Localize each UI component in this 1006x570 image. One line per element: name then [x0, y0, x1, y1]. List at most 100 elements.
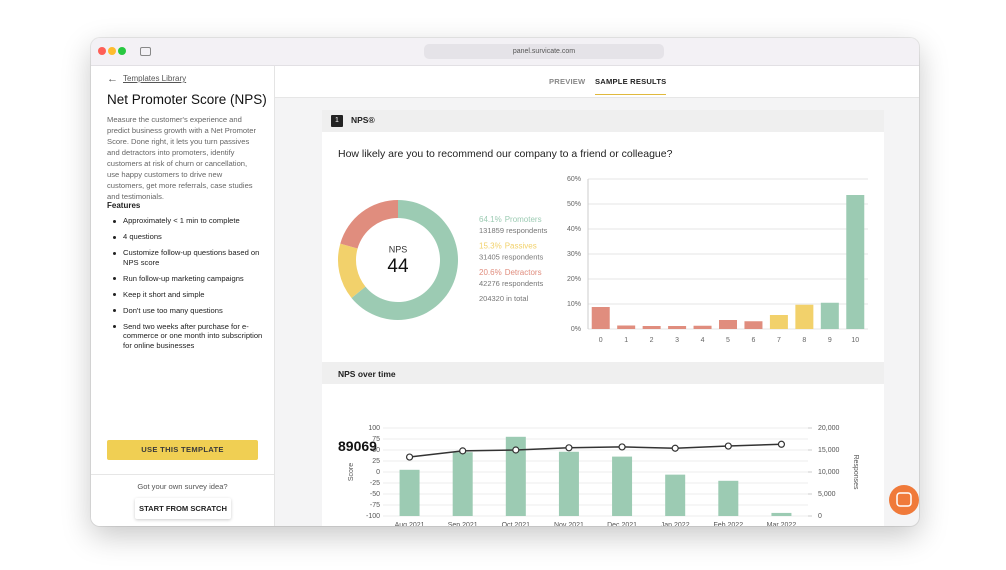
back-link[interactable]: Templates Library [123, 74, 187, 83]
bar [399, 469, 420, 516]
y-tick-label: 50 [372, 447, 380, 454]
bar [693, 325, 712, 329]
legend-entry: 20.6% Detractors [479, 268, 542, 277]
tab-bar: PREVIEW SAMPLE RESULTS [275, 66, 919, 98]
bar [558, 451, 579, 516]
x-tick-label: Oct 2021 [502, 522, 531, 526]
line-point [724, 442, 732, 450]
section-header: NPS over time [322, 362, 884, 384]
x-tick-label: 9 [828, 337, 832, 344]
line-point [777, 440, 786, 448]
tab-active[interactable]: SAMPLE RESULTS [595, 77, 667, 95]
legend-entry: 64.1% Promoters [479, 215, 542, 224]
features-list: Approximately < 1 min to complete 4 quest… [107, 216, 265, 357]
sidebar-toggle[interactable] [140, 47, 151, 56]
bar [665, 474, 686, 516]
legend-name: Passives [505, 242, 537, 251]
feature-item: Keep it short and simple [107, 290, 265, 300]
start-from-scratch-button[interactable]: START FROM SCRATCH [135, 498, 231, 519]
center-value: 44 [387, 256, 409, 277]
x-tick-label: Aug 2021 [395, 522, 425, 526]
y-tick-label: 25 [372, 458, 380, 465]
zoom-button[interactable] [118, 47, 126, 55]
x-tick-label: 10 [851, 337, 859, 344]
line [409, 443, 782, 458]
bar [617, 325, 636, 329]
value-label: 15.3% [479, 242, 502, 251]
question-number: 1 [331, 115, 343, 127]
tab[interactable]: PREVIEW [549, 77, 586, 86]
x-tick-label: 8 [802, 337, 806, 344]
y-tick-label: 20% [567, 276, 581, 283]
headline-number: 89069 [338, 438, 377, 454]
chat-icon [896, 492, 912, 507]
y-tick-label: 10% [567, 301, 581, 308]
bar [591, 307, 610, 329]
y-tick-label: -100 [366, 513, 380, 520]
question-header: 1 NPS® [322, 110, 884, 132]
x-tick-label: 2 [650, 337, 654, 344]
total: 204320 in total [479, 294, 529, 303]
donut-segment [340, 200, 398, 249]
bar [846, 195, 865, 329]
respondents: 42276 respondents [479, 279, 543, 288]
url: panel.survicate.com [512, 48, 576, 55]
respondents: 31405 respondents [479, 252, 543, 261]
x-tick-label: Feb 2022 [714, 522, 744, 526]
legend-name: Promoters [505, 215, 542, 224]
feature-item: Customize follow-up questions based on N… [107, 248, 265, 267]
y-tick-label: 75 [372, 436, 380, 443]
x-tick-label: Nov 2021 [554, 522, 584, 526]
bar [820, 302, 839, 329]
x-tick-label: Sep 2021 [448, 522, 478, 526]
legend-entry: 15.3% Passives [479, 242, 537, 251]
bar [612, 456, 633, 516]
bar [668, 326, 687, 329]
bar [771, 512, 792, 516]
y-tick-label: -50 [370, 491, 380, 498]
charts: NPS 44 64.1% Promoters 131859 respondents 15.… [338, 176, 919, 526]
features-heading: Features [107, 201, 141, 210]
x-tick-label: Jan 2022 [661, 522, 690, 526]
url-bar[interactable]: panel.survicate.com [424, 44, 664, 59]
y-tick-label: -25 [370, 480, 380, 487]
x-tick-label: 4 [701, 337, 705, 344]
bar [505, 436, 526, 516]
y2-tick-label: 0 [818, 513, 822, 520]
y2-tick-label: 20,000 [818, 425, 840, 432]
x-tick-label: 5 [726, 337, 730, 344]
x-tick-label: 6 [752, 337, 756, 344]
x-tick-label: 0 [599, 337, 603, 344]
bar [795, 304, 814, 329]
feature-item: 4 questions [107, 232, 265, 242]
y-tick-label: 100 [368, 425, 380, 432]
y-tick-label: 0% [571, 326, 581, 333]
x-tick-label: 1 [624, 337, 628, 344]
x-tick-label: 7 [777, 337, 781, 344]
donut-segment [338, 243, 366, 298]
bar [718, 480, 739, 516]
question-text: How likely are you to recommend our comp… [338, 148, 673, 160]
minimize-button[interactable] [108, 47, 116, 55]
y2-axis-label: Responses [852, 454, 859, 490]
bar [452, 452, 473, 516]
question-label: NPS® [351, 115, 375, 125]
x-tick-label: 3 [675, 337, 679, 344]
line-point [671, 444, 679, 452]
x-tick-label: Mar 2022 [767, 522, 797, 526]
divider [91, 474, 274, 475]
y-axis-label: Score [348, 463, 355, 481]
y2-tick-label: 5,000 [818, 491, 836, 498]
back-arrow[interactable]: ← [107, 73, 118, 85]
legend-name: Detractors [505, 268, 542, 277]
close-button[interactable] [98, 47, 106, 55]
y-tick-label: 0 [376, 469, 380, 476]
y-tick-label: -75 [370, 502, 380, 509]
y-tick-label: 40% [567, 226, 581, 233]
chat-button[interactable] [889, 485, 919, 515]
section-title: NPS over time [338, 369, 396, 379]
title-bar: panel.survicate.com [91, 38, 919, 66]
use-template-button[interactable]: USE THIS TEMPLATE [107, 440, 258, 460]
browser-window: panel.survicate.com ← Templates Library … [91, 38, 919, 526]
